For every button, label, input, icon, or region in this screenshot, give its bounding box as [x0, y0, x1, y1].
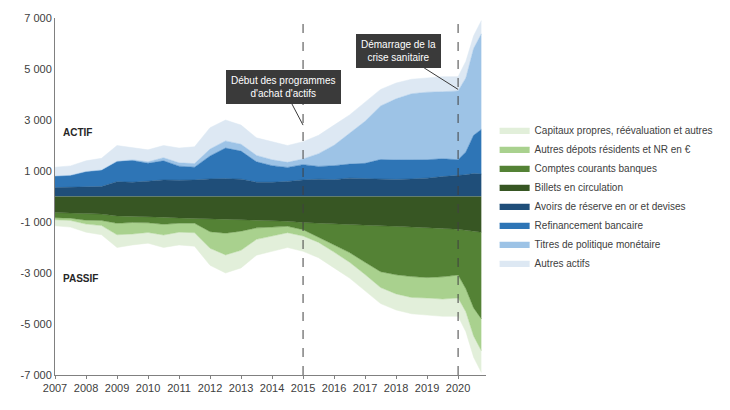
svg-text:PASSIF: PASSIF	[63, 273, 98, 284]
svg-text:2010: 2010	[136, 382, 160, 394]
svg-text:-3 000: -3 000	[21, 267, 52, 279]
svg-text:-5 000: -5 000	[21, 318, 52, 330]
svg-text:Avoirs de réserve en or et dev: Avoirs de réserve en or et devises	[535, 201, 686, 212]
svg-text:Refinancement bancaire: Refinancement bancaire	[535, 220, 644, 231]
svg-text:Démarrage de lacrise sanitaire: Démarrage de lacrise sanitaire	[361, 39, 436, 63]
svg-text:2011: 2011	[167, 382, 191, 394]
svg-text:7 000: 7 000	[24, 12, 52, 24]
svg-text:2017: 2017	[353, 382, 377, 394]
svg-text:Titres de politique monétaire: Titres de politique monétaire	[535, 239, 661, 250]
svg-text:2019: 2019	[415, 382, 439, 394]
svg-text:2013: 2013	[229, 382, 253, 394]
svg-text:5 000: 5 000	[24, 63, 52, 75]
svg-text:2008: 2008	[74, 382, 98, 394]
svg-text:2014: 2014	[260, 382, 284, 394]
svg-text:2020: 2020	[446, 382, 470, 394]
svg-text:2007: 2007	[43, 382, 67, 394]
svg-text:Comptes courants banques: Comptes courants banques	[535, 163, 657, 174]
svg-text:2016: 2016	[322, 382, 346, 394]
svg-text:1 000: 1 000	[24, 165, 52, 177]
svg-text:ACTIF: ACTIF	[63, 127, 92, 138]
svg-text:Billets en circulation: Billets en circulation	[535, 182, 623, 193]
svg-text:3 000: 3 000	[24, 114, 52, 126]
svg-text:Autres actifs: Autres actifs	[535, 258, 590, 269]
svg-text:Autres dépots résidents et NR: Autres dépots résidents et NR en €	[535, 144, 691, 155]
svg-text:-1 000: -1 000	[21, 216, 52, 228]
svg-text:2015: 2015	[291, 382, 315, 394]
svg-text:2018: 2018	[384, 382, 408, 394]
svg-text:Début des programmesd'achat d': Début des programmesd'achat d'actifs	[231, 75, 336, 99]
svg-text:2009: 2009	[105, 382, 129, 394]
svg-text:Capitaux propres, réévaluation: Capitaux propres, réévaluation et autres	[535, 125, 713, 136]
svg-text:2012: 2012	[198, 382, 222, 394]
svg-text:-7 000: -7 000	[21, 369, 52, 381]
